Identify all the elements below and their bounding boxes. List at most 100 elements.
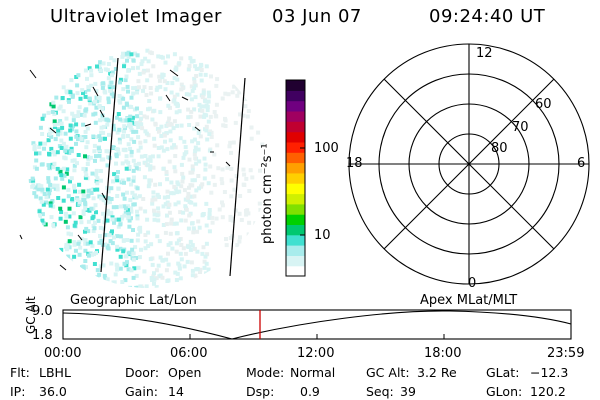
uv-pixel bbox=[198, 270, 202, 274]
uv-pixel bbox=[207, 132, 212, 136]
uv-pixel bbox=[82, 113, 87, 118]
uv-pixel bbox=[126, 177, 131, 182]
uv-pixel bbox=[83, 94, 88, 99]
uv-pixel bbox=[193, 145, 198, 150]
uv-pixel bbox=[98, 138, 103, 143]
uv-pixel bbox=[165, 81, 170, 85]
uv-pixel bbox=[220, 200, 224, 205]
uv-pixel bbox=[194, 276, 199, 281]
uv-pixel bbox=[190, 139, 195, 144]
colorbar-label-10: 10 bbox=[314, 228, 331, 243]
uv-pixel bbox=[115, 267, 120, 272]
uv-pixel bbox=[93, 111, 98, 116]
uv-pixel bbox=[247, 220, 252, 225]
uv-pixel bbox=[101, 124, 106, 129]
uv-pixel bbox=[71, 118, 76, 123]
uv-pixel bbox=[143, 139, 148, 144]
uv-pixel bbox=[77, 189, 82, 194]
uv-pixel bbox=[63, 131, 68, 136]
uv-pixel bbox=[81, 189, 86, 194]
uv-pixel bbox=[190, 164, 195, 169]
uv-pixel bbox=[52, 152, 57, 157]
uv-pixel bbox=[134, 85, 139, 90]
uv-pixel bbox=[48, 182, 53, 187]
terminator-line-left bbox=[100, 57, 119, 273]
uv-pixel bbox=[106, 149, 111, 154]
uv-pixel bbox=[70, 111, 75, 116]
uv-pixel bbox=[86, 219, 91, 224]
uv-pixel bbox=[47, 191, 52, 196]
uv-pixel bbox=[135, 65, 140, 70]
uv-pixel bbox=[207, 208, 212, 212]
uv-pixel bbox=[37, 209, 42, 214]
altitude-xtick-1200: 12:00 bbox=[297, 346, 335, 361]
uv-pixel bbox=[151, 165, 156, 170]
uv-pixel bbox=[156, 210, 161, 215]
uv-pixel bbox=[68, 136, 73, 141]
uv-pixel bbox=[34, 166, 39, 171]
uv-pixel bbox=[198, 134, 203, 139]
uv-pixel bbox=[227, 144, 232, 149]
uv-pixel bbox=[106, 196, 111, 201]
uv-pixel bbox=[154, 268, 159, 273]
uv-pixel bbox=[40, 212, 45, 217]
uv-pixel bbox=[135, 216, 140, 221]
uv-pixel bbox=[83, 238, 88, 243]
uv-pixel bbox=[167, 202, 172, 207]
uv-pixel bbox=[152, 208, 156, 213]
uv-pixel bbox=[213, 113, 218, 118]
uv-pixel bbox=[34, 194, 39, 199]
uv-pixel bbox=[40, 187, 45, 192]
uv-pixel bbox=[74, 141, 78, 146]
colorbar-frame bbox=[285, 79, 306, 277]
uv-pixel bbox=[156, 154, 161, 159]
uv-pixel bbox=[148, 158, 153, 163]
uv-pixel bbox=[95, 187, 100, 192]
uv-pixel bbox=[177, 61, 182, 66]
uv-pixel bbox=[169, 180, 174, 185]
uv-pixel bbox=[139, 154, 144, 159]
uv-pixel bbox=[165, 189, 170, 194]
uv-pixel bbox=[66, 231, 71, 236]
uv-pixel bbox=[121, 133, 126, 138]
uv-pixel bbox=[241, 182, 246, 187]
uv-pixel bbox=[195, 249, 200, 254]
uv-pixel bbox=[152, 277, 157, 282]
uv-pixel bbox=[110, 73, 114, 78]
uv-pixel bbox=[158, 273, 163, 278]
uv-pixel bbox=[73, 189, 77, 194]
uv-pixel bbox=[172, 143, 176, 148]
uv-pixel bbox=[39, 199, 44, 204]
uv-pixel bbox=[51, 150, 56, 155]
uv-pixel bbox=[83, 68, 88, 73]
colorbar-segment bbox=[286, 121, 305, 133]
uv-pixel bbox=[173, 169, 178, 174]
uv-pixel bbox=[143, 239, 148, 244]
mlt-label-6: 6 bbox=[577, 156, 586, 171]
uv-pixel bbox=[129, 127, 134, 132]
uv-pixel bbox=[98, 264, 103, 269]
uv-pixel bbox=[160, 258, 165, 263]
uv-pixel bbox=[126, 68, 131, 73]
uv-pixel bbox=[164, 257, 169, 262]
uv-pixel bbox=[221, 123, 226, 128]
uv-pixel bbox=[121, 51, 125, 56]
colorbar-segment bbox=[286, 90, 305, 102]
uv-pixel bbox=[189, 200, 194, 205]
uv-pixel bbox=[105, 218, 110, 223]
uv-pixel bbox=[100, 136, 105, 141]
uv-pixel bbox=[155, 213, 160, 218]
uv-pixel bbox=[59, 146, 64, 150]
uv-pixel bbox=[126, 204, 130, 209]
uv-pixel bbox=[97, 134, 102, 139]
uv-pixel bbox=[173, 202, 178, 207]
uv-pixel bbox=[188, 247, 193, 252]
uv-pixel bbox=[68, 179, 72, 184]
lat-label-70: 70 bbox=[512, 120, 529, 135]
glat-label: GLat: bbox=[486, 365, 520, 380]
uv-pixel bbox=[235, 243, 240, 248]
uv-pixel bbox=[189, 109, 194, 114]
uv-pixel bbox=[177, 189, 182, 194]
uv-pixel bbox=[170, 246, 175, 251]
uv-pixel bbox=[185, 244, 190, 249]
